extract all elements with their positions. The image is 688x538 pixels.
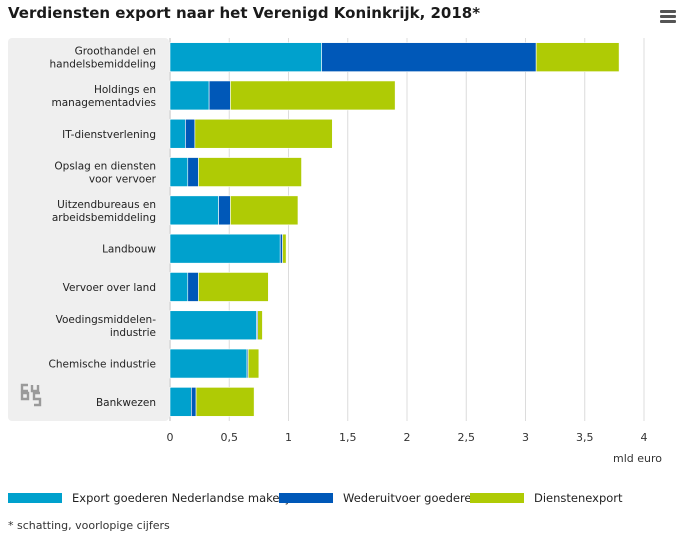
- category-label-line: Landbouw: [102, 244, 156, 256]
- category-label-0: Groothandel en handelsbemiddeling: [50, 46, 156, 71]
- bar-9-series-0: [169, 387, 192, 417]
- bar-6-series-2: [198, 272, 269, 302]
- x-axis-unit: mld euro: [612, 452, 662, 465]
- bars: [169, 42, 620, 417]
- bar-0-series-1: [321, 42, 537, 72]
- category-label-line: Uitzendbureaus en: [57, 199, 156, 211]
- category-label-line: Opslag en diensten: [54, 161, 156, 173]
- bar-7-series-2: [257, 310, 263, 341]
- bar-7-series-0: [169, 310, 257, 341]
- category-label-1: Holdings en managementadvies: [52, 84, 157, 109]
- category-label-line: Groothandel en: [75, 46, 156, 58]
- category-label-9: Bankwezen: [96, 397, 156, 409]
- category-label-5: Landbouw: [102, 244, 156, 256]
- category-label-4: Uitzendbureaus en arbeidsbemiddeling: [52, 199, 156, 224]
- category-label-line: arbeidsbemiddeling: [52, 212, 156, 224]
- category-label-line: Chemische industrie: [49, 359, 156, 371]
- category-label-2: IT-dienstverlening: [62, 129, 156, 141]
- category-label-line: Vervoer over land: [63, 282, 156, 294]
- legend-item-wederuitvoer[interactable]: Wederuitvoer goederen: [279, 491, 479, 505]
- category-label-line: Bankwezen: [96, 397, 156, 409]
- bar-9-series-1: [191, 387, 197, 417]
- legend-label-diensten: Dienstenexport: [534, 491, 623, 505]
- bar-3-series-0: [169, 157, 189, 187]
- bar-4-series-0: [169, 195, 219, 226]
- x-tick-label-8: 4: [641, 431, 648, 444]
- chart-title: Verdiensten export naar het Verenigd Kon…: [8, 4, 481, 22]
- bar-2-series-1: [185, 118, 196, 149]
- category-panel: [8, 38, 169, 421]
- footnote: * schatting, voorlopige cijfers: [8, 519, 170, 532]
- bar-4-series-2: [230, 195, 299, 226]
- x-tick-label-1: 0,5: [221, 431, 239, 444]
- bar-8-series-0: [169, 348, 248, 379]
- category-label-line: handelsbemiddeling: [50, 59, 156, 71]
- bar-5-series-1: [279, 233, 283, 264]
- bar-0-series-0: [169, 42, 322, 72]
- category-label-line: IT-dienstverlening: [62, 129, 156, 141]
- bar-8-series-2: [247, 348, 260, 379]
- legend-label-wederuitvoer: Wederuitvoer goederen: [343, 491, 479, 505]
- bar-6-series-0: [169, 272, 189, 302]
- x-tick-label-3: 1,5: [339, 431, 357, 444]
- category-label-7: Voedingsmiddelen-industrie: [56, 314, 157, 339]
- bar-5-series-0: [169, 233, 281, 264]
- bar-chart: Groothandel en handelsbemiddeling Holdings…: [8, 38, 648, 444]
- bar-1-series-0: [169, 80, 210, 111]
- x-tick-labels: 0 0,5 1 1,5 2 2,5 3 3,5 4: [167, 431, 648, 444]
- category-label-line: voor vervoer: [89, 174, 157, 186]
- category-label-6: Vervoer over land: [63, 282, 156, 294]
- x-tick-label-2: 1: [285, 431, 292, 444]
- hamburger-menu-icon[interactable]: [660, 10, 676, 24]
- bar-3-series-2: [198, 157, 302, 187]
- bar-9-series-2: [195, 387, 255, 417]
- bar-1-series-1: [208, 80, 231, 111]
- legend-item-diensten[interactable]: Dienstenexport: [470, 491, 623, 505]
- category-label-3: Opslag en diensten voor vervoer: [54, 161, 156, 186]
- x-tick-label-6: 3: [522, 431, 529, 444]
- legend: Export goederen Nederlandse makelij Wede…: [8, 491, 678, 507]
- x-tick-label-4: 2: [404, 431, 411, 444]
- legend-label-export: Export goederen Nederlandse makelij: [72, 491, 290, 505]
- bar-2-series-0: [169, 118, 186, 149]
- bar-6-series-1: [187, 272, 199, 302]
- bar-2-series-2: [194, 118, 333, 149]
- category-labels: Groothandel en handelsbemiddeling Holdings…: [49, 46, 157, 409]
- bar-0-series-2: [535, 42, 620, 72]
- category-label-line: managementadvies: [52, 97, 157, 109]
- bar-1-series-2: [230, 80, 396, 111]
- x-tick-label-0: 0: [167, 431, 174, 444]
- cbs-logo-icon: [19, 383, 43, 409]
- bar-5-series-2: [282, 233, 287, 264]
- bar-4-series-1: [218, 195, 231, 226]
- legend-item-export[interactable]: Export goederen Nederlandse makelij: [8, 491, 289, 505]
- category-label-8: Chemische industrie: [49, 359, 156, 371]
- category-label-line: Holdings en: [94, 84, 156, 96]
- legend-swatch-wederuitvoer: [279, 493, 333, 503]
- category-label-line: industrie: [110, 327, 156, 339]
- x-tick-label-5: 2,5: [458, 431, 476, 444]
- bar-3-series-1: [187, 157, 199, 187]
- x-tick-label-7: 3,5: [576, 431, 594, 444]
- legend-swatch-export: [8, 493, 62, 503]
- legend-swatch-diensten: [470, 493, 524, 503]
- category-label-line: Voedingsmiddelen-: [56, 314, 157, 326]
